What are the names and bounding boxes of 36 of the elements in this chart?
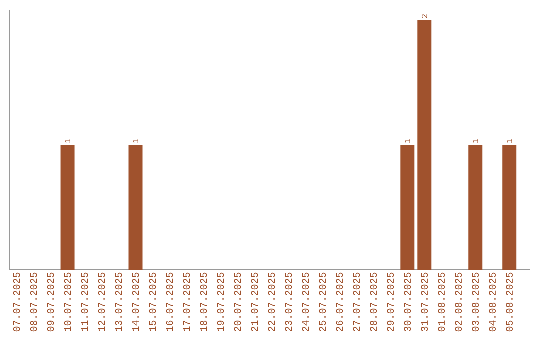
x-tick-label: 24.07.2025 bbox=[302, 272, 310, 332]
data-label: 1 bbox=[133, 139, 138, 144]
x-tick-label: 25.07.2025 bbox=[319, 272, 326, 332]
x-tick-label: 14.07.2025 bbox=[132, 272, 140, 332]
x-tick-label: 19.07.2025 bbox=[217, 272, 224, 332]
data-label: 1 bbox=[65, 139, 70, 144]
data-label: 1 bbox=[506, 139, 512, 144]
x-tick-label: 16.07.2025 bbox=[166, 272, 174, 332]
x-tick-label: 20.07.2025 bbox=[234, 272, 242, 332]
x-tick-label: 22.07.2025 bbox=[268, 272, 276, 332]
x-tick-label: 21.07.2025 bbox=[251, 272, 258, 332]
x-tick-label: 12.07.2025 bbox=[98, 272, 106, 332]
x-tick-label: 11.07.2025 bbox=[81, 272, 88, 332]
x-tick-label: 27.07.2025 bbox=[353, 272, 360, 332]
x-tick-label: 29.07.2025 bbox=[387, 272, 394, 332]
x-tick-label: 03.08.2025 bbox=[472, 272, 480, 332]
x-tick-label: 05.08.2025 bbox=[506, 272, 514, 332]
x-tick-label: 09.07.2025 bbox=[47, 272, 54, 332]
x-tick-label: 13.07.2025 bbox=[115, 272, 122, 332]
x-tick-label: 08.07.2025 bbox=[30, 272, 38, 332]
data-label: 1 bbox=[405, 139, 410, 144]
x-tick-label: 10.07.2025 bbox=[64, 272, 72, 332]
data-label: 1 bbox=[472, 139, 478, 144]
x-tick-label: 18.07.2025 bbox=[200, 272, 208, 332]
x-tick-label: 01.08.2025 bbox=[438, 272, 446, 332]
x-tick-label: 23.07.2025 bbox=[285, 272, 292, 332]
x-tick-label: 26.07.2025 bbox=[336, 272, 344, 332]
x-tick-label: 28.07.2025 bbox=[370, 272, 378, 332]
x-tick-label: 04.08.2025 bbox=[489, 272, 496, 332]
x-tick-label: 31.07.2025 bbox=[421, 272, 428, 332]
data-label: 2 bbox=[422, 14, 428, 18]
x-tick-label: 30.07.2025 bbox=[404, 272, 412, 332]
x-tick-label: 07.07.2025 bbox=[13, 272, 20, 332]
x-tick-label: 15.07.2025 bbox=[149, 272, 156, 332]
x-tick-label: 17.07.2025 bbox=[183, 272, 190, 332]
x-tick-label: 02.08.2025 bbox=[455, 272, 462, 332]
